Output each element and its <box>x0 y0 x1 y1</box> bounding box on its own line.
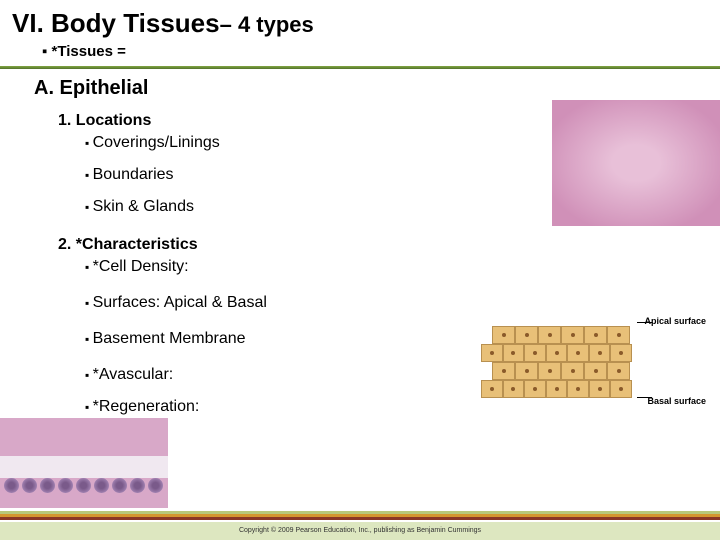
label-basal: Basal surface <box>647 396 706 406</box>
item-2: 2. *Characteristics <box>0 232 720 256</box>
histology-image-top <box>0 418 168 508</box>
divider-line <box>0 66 720 69</box>
label-apical: Apical surface <box>644 316 706 326</box>
slide-container: VI. Body Tissues– 4 types ▪ *Tissues = A… <box>0 0 720 540</box>
title-sub: – 4 types <box>220 12 314 37</box>
main-title: VI. Body Tissues– 4 types <box>0 0 720 39</box>
histology-image-mid <box>552 100 720 226</box>
bullet-cell-density: *Cell Density: <box>0 256 720 278</box>
footer-bars <box>0 511 720 520</box>
footer-bar-3 <box>0 517 720 520</box>
surface-diagram: Apical surface Basal surface <box>492 310 710 418</box>
copyright-text: Copyright © 2009 Pearson Education, Inc.… <box>0 522 720 540</box>
title-main: VI. Body Tissues <box>12 8 220 38</box>
subtitle: ▪ *Tissues = <box>0 39 720 64</box>
cell-layer-illustration <box>492 326 632 400</box>
subtitle-text: *Tissues = <box>52 43 126 60</box>
